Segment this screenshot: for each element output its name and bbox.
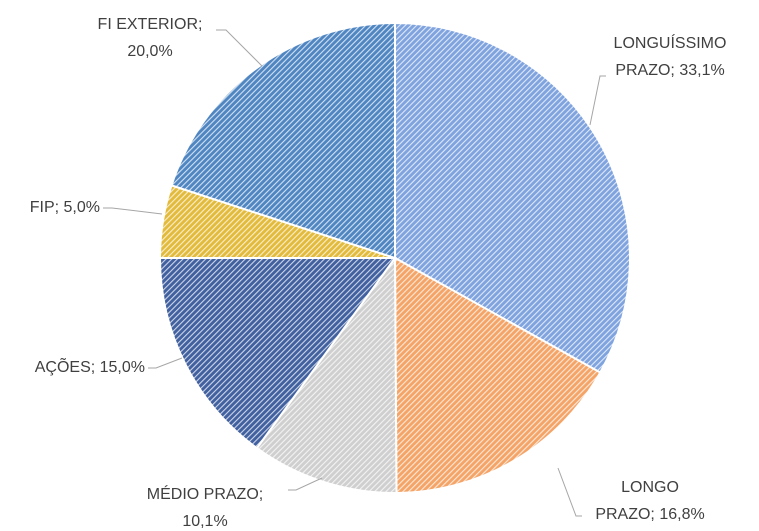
data-label: PRAZO; 16,8% (595, 506, 704, 523)
data-label: MÉDIO PRAZO; (147, 484, 263, 503)
pie-slice (170, 21, 396, 260)
data-label: LONGUÍSSIMO (614, 33, 727, 52)
leader-line (557, 467, 582, 517)
data-label: 20,0% (127, 43, 172, 60)
data-label: LONGO (621, 479, 679, 496)
leader-line (216, 29, 263, 67)
pie-slice (255, 254, 398, 494)
data-label: FI EXTERIOR; (98, 16, 203, 33)
pie-slice (158, 257, 397, 450)
leader-line (148, 357, 183, 369)
leader-line (103, 207, 163, 215)
leader-line (288, 477, 323, 491)
data-label: 10,1% (182, 513, 227, 530)
data-label: FIP; 5,0% (30, 199, 100, 216)
data-label: AÇÕES; 15,0% (35, 356, 145, 376)
leader-line (589, 75, 606, 126)
pie-slice (394, 21, 631, 374)
data-label: PRAZO; 33,1% (615, 62, 724, 79)
pie-slice (393, 256, 602, 495)
